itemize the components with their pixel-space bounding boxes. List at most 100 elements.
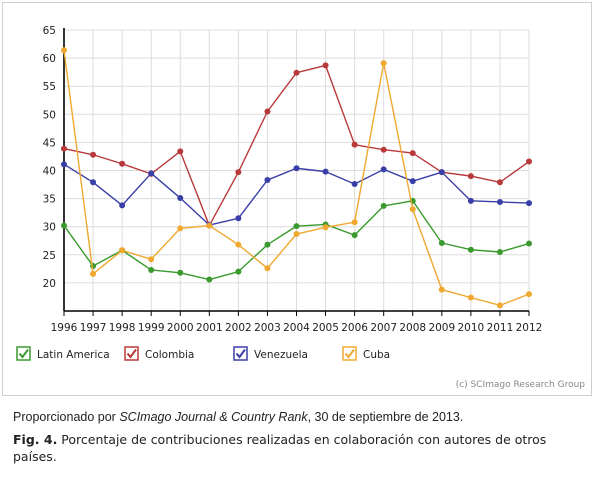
- y-tick-label-20: 20: [43, 278, 56, 290]
- data-point-colombia-2007: [380, 146, 387, 153]
- y-tick-label-40: 40: [43, 166, 56, 178]
- data-point-cuba-1996: [61, 47, 67, 54]
- data-point-latin-america-2002: [235, 268, 242, 275]
- data-point-latin-america-2011: [496, 248, 503, 255]
- data-point-venezuela-2010: [467, 197, 474, 204]
- figure-label: Fig. 4.: [13, 432, 58, 447]
- data-point-cuba-2003: [264, 265, 271, 272]
- data-point-colombia-2005: [322, 62, 329, 69]
- caption-text: Porcentaje de contribuciones realizadas …: [13, 432, 547, 464]
- x-tick-label-2003: 2003: [254, 322, 281, 334]
- data-point-venezuela-2002: [235, 215, 242, 222]
- data-point-latin-america-1996: [61, 222, 67, 229]
- data-point-cuba-2005: [322, 224, 329, 231]
- data-point-venezuela-2009: [438, 169, 445, 176]
- legend-label-venezuela: Venezuela: [254, 349, 308, 361]
- data-point-cuba-2012: [526, 291, 532, 298]
- data-point-latin-america-2012: [526, 240, 532, 247]
- legend-label-latin-america: Latin America: [37, 349, 110, 361]
- data-point-cuba-2006: [351, 219, 358, 226]
- x-tick-label-1997: 1997: [80, 322, 107, 334]
- data-point-colombia-1998: [119, 160, 126, 167]
- x-tick-label-2004: 2004: [283, 322, 310, 334]
- x-tick-label-2008: 2008: [399, 322, 426, 334]
- legend-item-latin-america: Latin America: [16, 346, 110, 361]
- x-tick-label-2012: 2012: [516, 322, 543, 334]
- y-tick-label-45: 45: [43, 137, 56, 149]
- x-tick-label-1998: 1998: [109, 322, 136, 334]
- legend-label-cuba: Cuba: [363, 349, 390, 361]
- x-tick-label-2006: 2006: [341, 322, 368, 334]
- legend-box-cuba: [342, 346, 357, 361]
- data-point-venezuela-2011: [496, 198, 503, 205]
- data-point-latin-america-1999: [148, 266, 155, 273]
- data-point-cuba-2001: [206, 222, 213, 229]
- data-point-venezuela-2008: [409, 178, 416, 185]
- data-point-colombia-1996: [61, 145, 67, 152]
- x-tick-label-2007: 2007: [370, 322, 397, 334]
- legend-check-icon-venezuela: [235, 348, 246, 359]
- data-point-colombia-2011: [496, 179, 503, 186]
- legend-box-colombia: [124, 346, 139, 361]
- y-tick-label-65: 65: [43, 25, 56, 37]
- source-journal: SCImago Journal & Country Rank: [119, 410, 308, 424]
- data-point-cuba-2010: [467, 294, 474, 301]
- data-point-latin-america-2009: [438, 239, 445, 246]
- x-tick-label-2002: 2002: [225, 322, 252, 334]
- figure-caption: Fig. 4. Porcentaje de contribuciones rea…: [13, 431, 573, 465]
- data-point-colombia-2006: [351, 141, 358, 148]
- y-tick-label-55: 55: [43, 81, 56, 93]
- x-tick-label-2010: 2010: [458, 322, 485, 334]
- data-point-cuba-2004: [293, 231, 300, 238]
- x-tick-label-1996: 1996: [51, 322, 78, 334]
- credit-text: (c) SCImago Research Group: [456, 380, 586, 390]
- x-tick-label-2009: 2009: [428, 322, 455, 334]
- data-point-cuba-2008: [409, 206, 416, 213]
- data-point-venezuela-2000: [177, 195, 184, 202]
- data-point-colombia-2000: [177, 148, 184, 155]
- y-tick-label-50: 50: [43, 109, 56, 121]
- data-point-cuba-2007: [380, 60, 387, 67]
- data-point-venezuela-2012: [526, 200, 532, 207]
- data-point-cuba-2000: [177, 225, 184, 232]
- legend-check-icon-colombia: [126, 348, 137, 359]
- data-point-latin-america-2006: [351, 232, 358, 239]
- legend-box-venezuela: [233, 346, 248, 361]
- y-tick-label-35: 35: [43, 194, 56, 206]
- x-tick-label-2011: 2011: [487, 322, 514, 334]
- data-point-cuba-2011: [496, 302, 503, 309]
- data-point-colombia-2004: [293, 69, 300, 76]
- line-chart: 20 25 30 35 40 45 50 55 60 65 1996 1997 1998 1999 2000…: [16, 25, 586, 390]
- data-point-cuba-1999: [148, 256, 155, 263]
- data-point-cuba-1997: [90, 270, 97, 277]
- data-point-venezuela-2006: [351, 180, 358, 187]
- legend-check-icon-latin-america: [18, 348, 29, 359]
- legend-label-colombia: Colombia: [145, 349, 194, 361]
- data-point-latin-america-2003: [264, 241, 271, 248]
- legend: Latin America Colombia Venezuela Cuba: [16, 346, 390, 361]
- data-point-colombia-2008: [409, 150, 416, 157]
- data-point-venezuela-2003: [264, 177, 271, 184]
- data-point-latin-america-2010: [467, 246, 474, 253]
- legend-item-venezuela: Venezuela: [233, 346, 308, 361]
- chart-frame: 20 25 30 35 40 45 50 55 60 65 1996 1997 1998 1999 2000…: [2, 2, 592, 396]
- data-point-venezuela-2005: [322, 168, 329, 175]
- legend-box-latin-america: [16, 346, 31, 361]
- data-point-colombia-1997: [90, 151, 97, 158]
- data-point-venezuela-1999: [148, 170, 155, 177]
- source-suffix: , 30 de septiembre de 2013.: [307, 410, 464, 424]
- data-point-venezuela-1998: [119, 202, 126, 209]
- source-line: Proporcionado por SCImago Journal & Coun…: [13, 410, 463, 424]
- y-tick-label-60: 60: [43, 53, 56, 65]
- data-point-latin-america-2001: [206, 276, 213, 283]
- data-point-venezuela-1997: [90, 179, 97, 186]
- data-point-latin-america-2004: [293, 223, 300, 230]
- data-point-cuba-1998: [119, 247, 126, 254]
- data-point-cuba-2002: [235, 241, 242, 248]
- axes: 20 25 30 35 40 45 50 55 60 65 1996 1997 1998 1999 2000…: [43, 25, 543, 334]
- source-prefix: Proporcionado por: [13, 410, 120, 424]
- data-point-latin-america-1997: [90, 263, 97, 270]
- data-point-colombia-2003: [264, 108, 271, 115]
- data-point-venezuela-2007: [380, 166, 387, 173]
- data-point-colombia-2010: [467, 173, 474, 180]
